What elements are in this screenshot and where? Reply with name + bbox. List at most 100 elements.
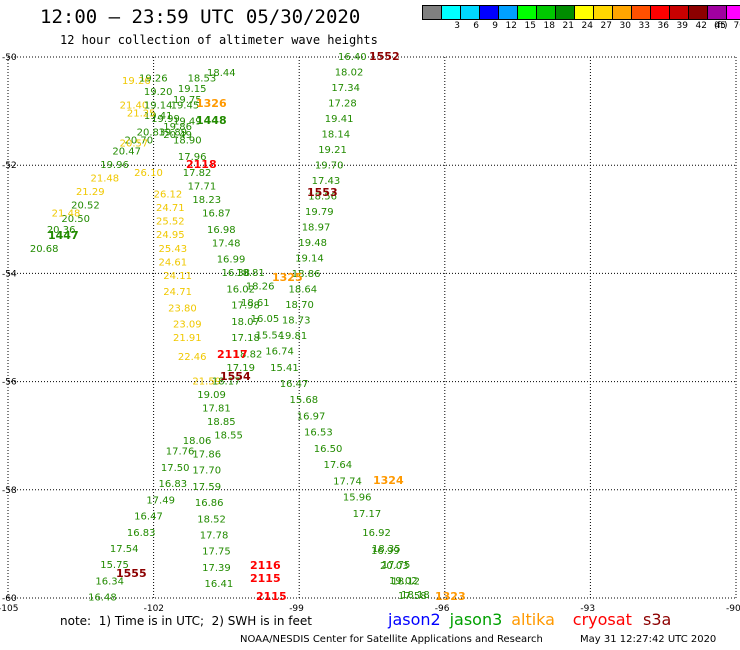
color-scale-label: 30 xyxy=(619,21,631,31)
satellite-pass-id: 2115 xyxy=(256,590,287,603)
wave-height-label: 21.48 xyxy=(91,173,120,184)
wave-height-label: 17.71 xyxy=(188,182,217,193)
color-scale-label: 6 xyxy=(473,21,479,31)
wave-height-label: 18.07 xyxy=(231,317,260,328)
wave-height-label: 22.46 xyxy=(178,352,207,363)
wave-height-label: 21.40 xyxy=(120,100,149,111)
wave-height-label: 19.48 xyxy=(298,238,327,249)
wave-height-label: 20.70 xyxy=(124,136,153,147)
color-swatch xyxy=(442,6,461,19)
credit-line: NOAA/NESDIS Center for Satellite Applica… xyxy=(240,634,543,645)
wave-height-label: 19.41 xyxy=(325,114,354,125)
color-scale-label: 27 xyxy=(600,21,612,31)
wave-height-label: 24.11 xyxy=(163,271,192,282)
color-scale-bar xyxy=(422,5,740,20)
wave-height-label: 19.26 xyxy=(122,76,151,87)
wave-height-label: 16.87 xyxy=(202,209,231,220)
satellite-pass-id: 1324 xyxy=(373,474,404,487)
wave-height-label: 18.18 xyxy=(401,590,430,601)
y-tick-label: -54 xyxy=(2,269,17,279)
wave-height-label: 18.26 xyxy=(246,282,275,293)
wave-height-label: 18.23 xyxy=(192,195,221,206)
wave-height-label: 18.53 xyxy=(188,73,217,84)
wave-height-label: 18.90 xyxy=(173,136,202,147)
color-swatch xyxy=(461,6,480,19)
wave-height-label: 19.15 xyxy=(178,84,207,95)
legend-item-jason2: jason2 xyxy=(388,610,441,629)
wave-height-label: 24.71 xyxy=(163,287,192,298)
x-tick-label: -93 xyxy=(580,604,595,614)
satellite-pass-id: 2115 xyxy=(250,572,281,585)
wave-height-label: 17.50 xyxy=(161,463,190,474)
wave-height-label: 20.57 xyxy=(120,138,149,149)
wave-height-label: 16.47 xyxy=(134,512,163,523)
wave-height-label: 18.82 xyxy=(234,349,263,360)
satellite-pass-id: 2117 xyxy=(217,348,248,361)
y-tick-label: -56 xyxy=(2,378,17,388)
color-swatch xyxy=(499,6,518,19)
legend-item-altika: altika xyxy=(511,610,555,629)
color-scale-label: 45 xyxy=(714,21,726,31)
wave-height-label: 18.97 xyxy=(302,223,331,234)
color-scale-label: 21 xyxy=(562,21,574,31)
x-tick-label: -105 xyxy=(0,604,18,614)
wave-height-label: 20.50 xyxy=(61,214,90,225)
wave-height-label: 19.99 xyxy=(151,114,180,125)
wave-height-label: 20.49 xyxy=(163,130,192,141)
color-swatch xyxy=(518,6,537,19)
wave-height-label: 24.95 xyxy=(156,230,185,241)
wave-height-label: 17.19 xyxy=(226,363,255,374)
wave-height-label: 19.79 xyxy=(305,207,334,218)
satellite-pass-id: 1323 xyxy=(435,590,466,603)
wave-height-label: 21.91 xyxy=(173,333,202,344)
wave-height-label: 18.70 xyxy=(285,300,314,311)
wave-height-label: 17.98 xyxy=(231,301,260,312)
wave-height-label: 16.38 xyxy=(222,268,251,279)
wave-height-label: 16.92 xyxy=(362,528,391,539)
wave-height-label: 20.68 xyxy=(30,244,59,255)
wave-height-label: 18.73 xyxy=(282,316,311,327)
wave-height-label: 17.48 xyxy=(212,238,241,249)
wave-height-label: 17.70 xyxy=(192,466,221,477)
color-scale-label: 42 xyxy=(695,21,707,31)
wave-height-label: 19.14 xyxy=(295,254,324,265)
wave-height-label: 17.28 xyxy=(328,99,357,110)
color-swatch xyxy=(727,6,740,19)
x-tick-label: -102 xyxy=(144,604,164,614)
color-scale-label: 9 xyxy=(492,21,498,31)
wave-height-label: 16.05 xyxy=(251,314,280,325)
wave-height-label: 17.54 xyxy=(110,544,139,555)
wave-height-label: 17.49 xyxy=(146,495,175,506)
x-tick-label: -99 xyxy=(289,604,304,614)
color-swatch xyxy=(670,6,689,19)
wave-height-label: 18.12 xyxy=(391,576,420,587)
color-swatch xyxy=(594,6,613,19)
wave-height-label: 18.02 xyxy=(335,68,364,79)
wave-height-label: 21.48 xyxy=(52,209,81,220)
wave-height-label: 18.06 xyxy=(183,436,212,447)
color-swatch xyxy=(556,6,575,19)
wave-height-label: 21.29 xyxy=(76,187,105,198)
wave-height-label: 19.49 xyxy=(173,117,202,128)
wave-height-label: 17.74 xyxy=(333,476,362,487)
wave-height-label: 15.68 xyxy=(289,395,318,406)
wave-height-label: 20.83 xyxy=(137,127,166,138)
wave-height-label: 16.02 xyxy=(226,284,255,295)
wave-height-label: 24.71 xyxy=(156,203,185,214)
wave-height-label: 23.80 xyxy=(168,303,197,314)
color-swatch xyxy=(708,6,727,19)
legend-item-s3a: s3a xyxy=(643,610,672,629)
wave-height-label: 20.36 xyxy=(47,225,76,236)
satellite-pass-id: 1325 xyxy=(272,271,303,284)
wave-height-label: 17.78 xyxy=(200,530,229,541)
wave-height-label: 17.81 xyxy=(202,403,231,414)
color-swatch xyxy=(689,6,708,19)
satellite-pass-id: 1552 xyxy=(369,50,400,63)
wave-height-label: 19.02 xyxy=(389,576,418,587)
x-tick-label: -96 xyxy=(435,604,450,614)
wave-height-label: 18.64 xyxy=(289,285,318,296)
color-scale-label: 39 xyxy=(676,21,688,31)
legend-item-jason3: jason3 xyxy=(449,610,503,629)
wave-height-label: 15.96 xyxy=(343,493,372,504)
wave-height-label: 16.48 xyxy=(88,593,117,604)
